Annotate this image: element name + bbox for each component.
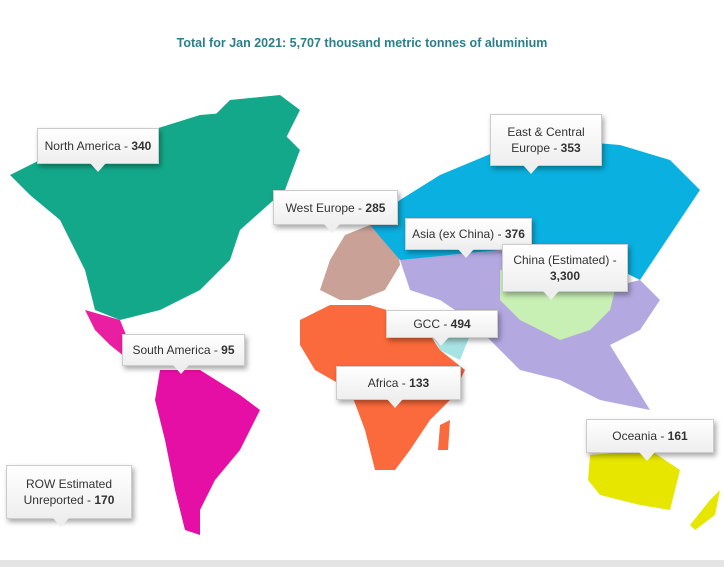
- region-value: 376: [504, 227, 525, 241]
- madagascar: [438, 420, 450, 450]
- region-value: 95: [221, 343, 235, 357]
- region-value: 494: [450, 317, 471, 331]
- oceania: [588, 450, 680, 510]
- region-callout: West Europe - 285: [273, 190, 398, 233]
- region-value: 3,300: [549, 269, 581, 283]
- region-name: ROW Estimated Unreported -: [23, 477, 112, 507]
- region-callout: Africa - 133: [336, 366, 461, 408]
- region-callout: China (Estimated) - 3,300: [502, 244, 628, 300]
- region-value: 133: [409, 376, 430, 390]
- region-value: 353: [560, 141, 581, 155]
- south-america: [155, 370, 260, 535]
- region-name: West Europe -: [285, 200, 363, 215]
- region-value: 340: [131, 139, 152, 153]
- new-zealand: [690, 490, 720, 530]
- footer-bar: [0, 560, 724, 567]
- region-callout: East & Central Europe - 353: [490, 114, 602, 174]
- map-title: Total for Jan 2021: 5,707 thousand metri…: [176, 36, 548, 50]
- region-name: North America -: [44, 139, 128, 153]
- region-callout: North America - 340: [37, 128, 159, 172]
- region-name: China (Estimated) -: [513, 253, 617, 267]
- region-value: 170: [94, 493, 115, 507]
- region-callout: South America - 95: [122, 334, 245, 374]
- region-name: GCC -: [413, 317, 448, 331]
- west-europe: [320, 225, 400, 300]
- region-name: South America -: [132, 343, 218, 357]
- region-name: Africa -: [367, 376, 406, 390]
- region-callout: GCC - 494: [386, 310, 498, 346]
- region-value: 161: [667, 429, 688, 443]
- region-name: East & Central Europe -: [507, 125, 585, 155]
- greenland: [210, 95, 300, 150]
- region-name: Asia (ex China) -: [412, 227, 502, 241]
- region-callout: Oceania - 161: [586, 419, 714, 461]
- region-name: Oceania -: [612, 429, 665, 443]
- region-value: 285: [365, 200, 386, 215]
- region-callout: ROW Estimated Unreported - 170: [6, 465, 132, 527]
